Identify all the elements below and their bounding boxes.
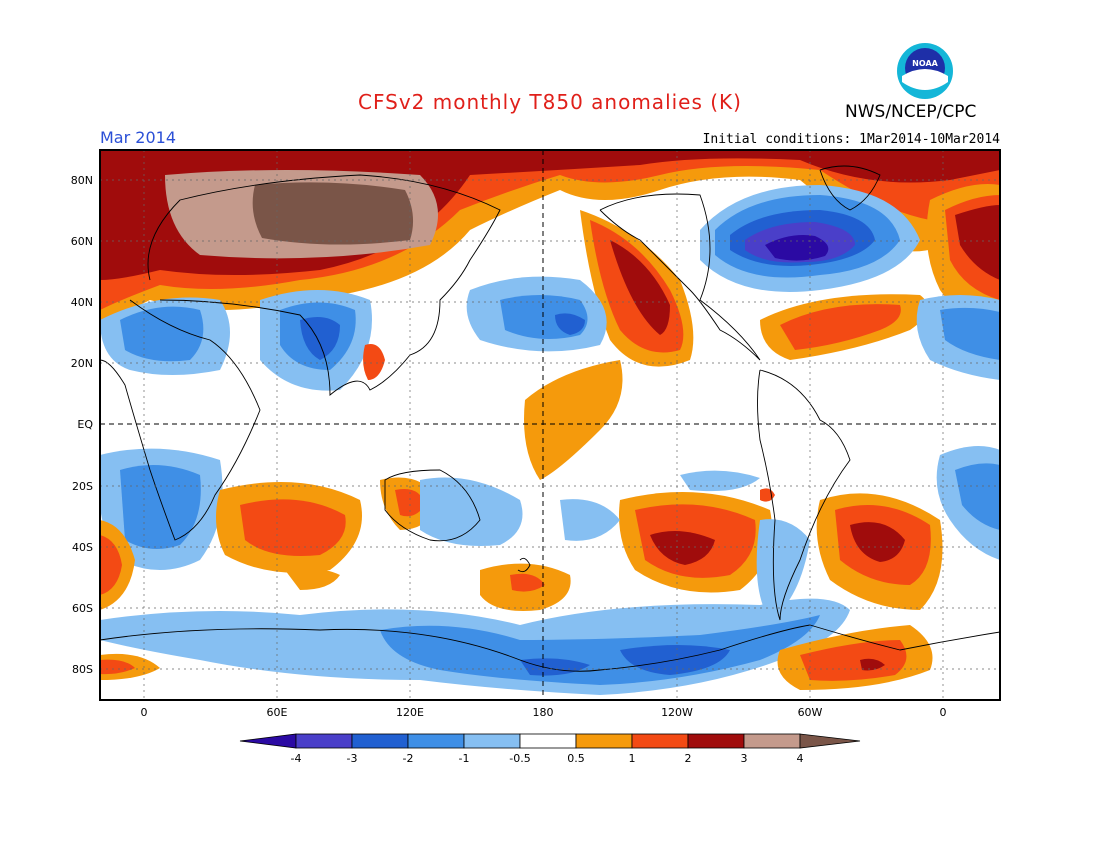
noaa-logo: NOAA: [897, 43, 953, 99]
colorbar-swatch: [743, 733, 801, 749]
lat-label: EQ: [77, 418, 93, 431]
anomaly-fields: [100, 150, 1000, 695]
longitude-labels: 0 60E 120E 180 120W 60W 0: [141, 706, 947, 719]
colorbar-high-arrow: [799, 733, 861, 749]
latitude-labels: 80N 60N 40N 20N EQ 20S 40S 60S 80S: [71, 174, 94, 676]
colorbar-label: 2: [685, 752, 692, 765]
colorbar: -4 -3 -2 -1 -0.5 0.5 1 2 3 4: [239, 733, 861, 765]
colorbar-label: 1: [629, 752, 636, 765]
lon-label: 0: [141, 706, 148, 719]
colorbar-label: -1: [459, 752, 470, 765]
colorbar-label: 4: [797, 752, 804, 765]
colorbar-swatch: [575, 733, 633, 749]
lat-label: 20N: [71, 357, 93, 370]
lon-label: 0: [940, 706, 947, 719]
colorbar-swatch: [351, 733, 409, 749]
coastlines: [100, 165, 1000, 672]
colorbar-label: 0.5: [567, 752, 585, 765]
lon-label: 60E: [267, 706, 288, 719]
colorbar-swatch: [463, 733, 521, 749]
lat-label: 80S: [72, 663, 93, 676]
lat-label: 60S: [72, 602, 93, 615]
colorbar-swatch: [519, 733, 577, 749]
colorbar-swatch: [687, 733, 745, 749]
map-frame: [99, 149, 1001, 701]
colorbar-label: -4: [291, 752, 302, 765]
lon-label: 120E: [396, 706, 424, 719]
lat-label: 20S: [72, 480, 93, 493]
map-gridlines: [100, 150, 1000, 700]
colorbar-swatch: [407, 733, 465, 749]
colorbar-swatch: [295, 733, 353, 749]
lat-label: 60N: [71, 235, 93, 248]
noaa-logo-text: NOAA: [912, 59, 938, 68]
lat-label: 40S: [72, 541, 93, 554]
colorbar-swatch: [631, 733, 689, 749]
lon-label: 120W: [661, 706, 693, 719]
lon-label: 60W: [798, 706, 823, 719]
lat-label: 40N: [71, 296, 93, 309]
lon-label: 180: [533, 706, 554, 719]
colorbar-low-arrow: [239, 733, 297, 749]
colorbar-label: -2: [403, 752, 414, 765]
lat-label: 80N: [71, 174, 93, 187]
colorbar-label: 3: [741, 752, 748, 765]
colorbar-label: -0.5: [509, 752, 530, 765]
forecast-month: Mar 2014: [100, 128, 176, 147]
colorbar-label: -3: [347, 752, 358, 765]
initial-conditions: Initial conditions: 1Mar2014-10Mar2014: [702, 132, 1000, 147]
agency-label: NWS/NCEP/CPC: [845, 102, 977, 122]
map-title: CFSv2 monthly T850 anomalies (K): [358, 90, 742, 114]
